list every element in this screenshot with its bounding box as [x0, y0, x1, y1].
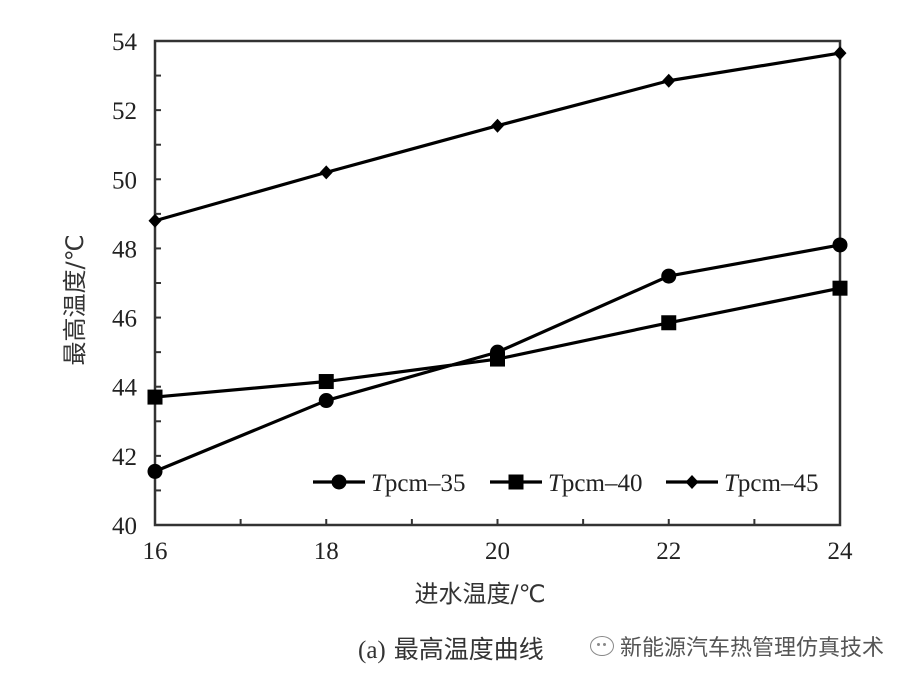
circle-marker — [331, 474, 347, 490]
legend-item: Tpcm–40 — [490, 470, 642, 497]
x-tick-label: 24 — [828, 538, 854, 565]
square-marker — [508, 474, 524, 490]
square-marker — [832, 280, 848, 296]
y-tick-label: 42 — [112, 444, 137, 471]
x-tick-label: 16 — [143, 538, 168, 565]
legend-item: Tpcm–35 — [313, 470, 465, 497]
y-tick-label: 50 — [112, 167, 137, 194]
diamond-marker — [319, 165, 333, 180]
circle-marker — [147, 463, 163, 479]
circle-marker — [318, 393, 334, 409]
square-marker — [490, 351, 505, 367]
series-line — [154, 286, 841, 399]
legend-label: Tpcm–45 — [724, 470, 818, 497]
diamond-marker — [148, 213, 162, 228]
square-marker — [661, 315, 677, 331]
legend-item: Tpcm–45 — [666, 470, 818, 497]
y-tick-label: 40 — [112, 513, 137, 540]
x-axis-title: 进水温度/℃ — [414, 580, 545, 608]
y-tick-label: 44 — [112, 375, 138, 402]
y-tick-label: 54 — [112, 29, 138, 56]
x-tick-label: 18 — [314, 538, 339, 565]
x-tick-label: 20 — [485, 538, 510, 565]
plot-series — [147, 46, 848, 479]
wechat-icon — [590, 636, 614, 656]
legend: Tpcm–35 Tpcm–40 Tpcm–45 — [313, 470, 818, 497]
series-line — [154, 51, 841, 223]
series-square — [147, 280, 848, 405]
diamond-marker — [491, 118, 504, 133]
diamond-marker — [662, 73, 676, 88]
caption-text: 最高温度曲线 — [393, 635, 544, 664]
y-tick-label: 48 — [112, 236, 137, 263]
circle-marker — [661, 268, 677, 284]
y-axis-title: 最高温度/℃ — [61, 234, 89, 365]
watermark-text: 新能源汽车热管理仿真技术 — [620, 636, 885, 661]
circle-marker — [832, 237, 848, 253]
y-tick-label: 46 — [112, 306, 137, 333]
caption-label: (a) — [358, 637, 386, 664]
legend-label: Tpcm–40 — [548, 470, 642, 497]
figure-caption: (a) 最高温度曲线 — [358, 630, 544, 666]
x-tick-label: 22 — [656, 538, 681, 565]
square-marker — [318, 374, 334, 390]
diamond-marker — [685, 475, 699, 489]
plot-frame — [153, 39, 842, 527]
square-marker — [147, 389, 163, 405]
diamond-marker — [833, 46, 847, 61]
plot-axes: 40 42 44 46 48 50 52 54 16 18 20 22 24 — [112, 29, 853, 565]
series-diamond — [148, 46, 847, 228]
y-tick-label: 52 — [112, 98, 137, 125]
legend-label: Tpcm–35 — [371, 470, 465, 497]
watermark: 新能源汽车热管理仿真技术 — [590, 630, 884, 662]
